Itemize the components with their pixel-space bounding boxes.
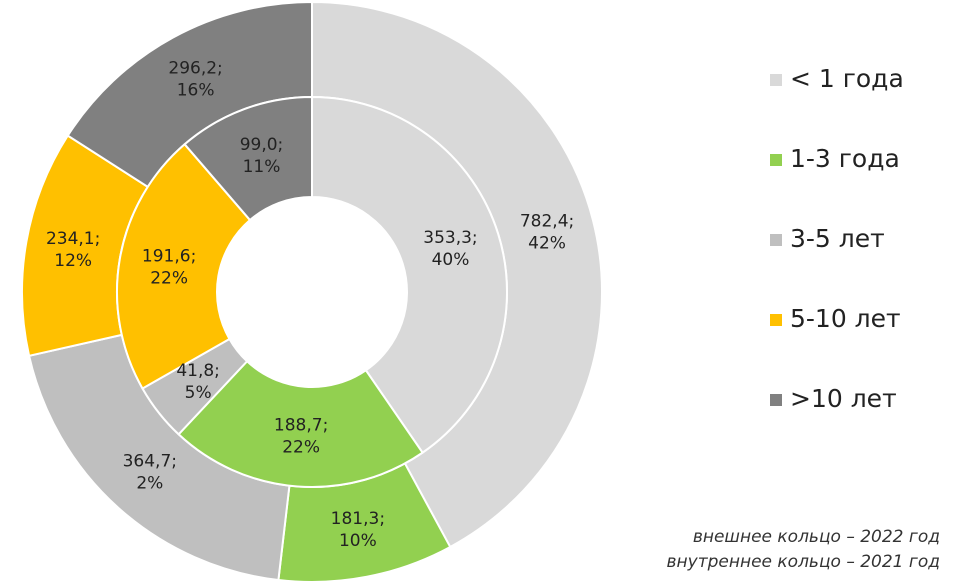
data-label: 353,3;	[423, 228, 477, 248]
data-label: 11%	[243, 157, 281, 177]
data-label: 2%	[136, 473, 163, 493]
legend-label: 3-5 лет	[790, 224, 885, 253]
data-label: 188,7;	[274, 416, 328, 436]
data-label: 181,3;	[331, 509, 385, 529]
legend-swatch	[770, 314, 782, 326]
annotation: внешнее кольцо – 2022 год	[693, 527, 940, 547]
data-label: 234,1;	[46, 229, 100, 249]
donut-segment	[177, 359, 424, 488]
legend-label: 5-10 лет	[790, 304, 901, 333]
data-label: 99,0;	[240, 135, 284, 155]
data-label: 41,8;	[176, 361, 220, 381]
legend-label: 1-3 года	[790, 144, 900, 173]
donut-segment	[183, 95, 313, 222]
data-label: 782,4;	[520, 211, 574, 231]
legend-swatch	[770, 234, 782, 246]
data-label: 5%	[185, 383, 212, 403]
legend-swatch	[770, 394, 782, 406]
data-label: 296,2;	[168, 58, 222, 78]
legend-swatch	[770, 154, 782, 166]
data-label: 22%	[150, 268, 188, 288]
legend-label: < 1 года	[790, 64, 904, 93]
data-label: 12%	[54, 251, 92, 271]
data-label: 16%	[177, 80, 215, 100]
donut-segment	[116, 142, 252, 390]
data-label: 40%	[432, 250, 470, 270]
legend-swatch	[770, 74, 782, 86]
data-label: 364,7;	[123, 451, 177, 471]
data-label: 191,6;	[142, 246, 196, 266]
annotation: внутреннее кольцо – 2021 год	[667, 552, 941, 572]
donut-segment	[311, 95, 508, 455]
legend-label: >10 лет	[790, 384, 897, 413]
data-label: 42%	[528, 233, 566, 253]
data-label: 22%	[282, 438, 320, 458]
data-label: 10%	[339, 531, 377, 551]
